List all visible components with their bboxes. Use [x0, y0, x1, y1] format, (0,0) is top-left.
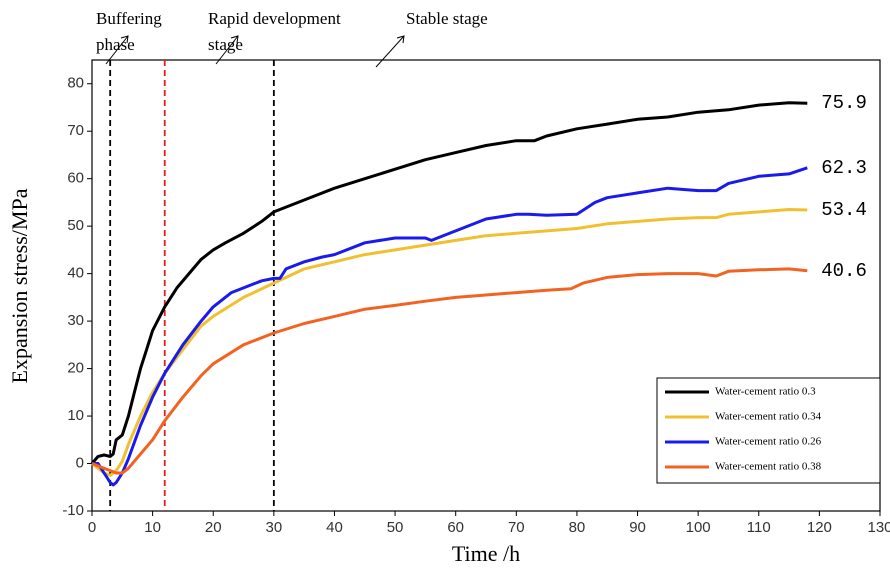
stage-annotation: Buffering	[96, 9, 162, 28]
y-tick-label: 0	[76, 454, 84, 471]
y-tick-label: 80	[67, 75, 84, 92]
x-tick-label: 40	[326, 519, 343, 536]
arrow	[215, 35, 239, 65]
series-line	[91, 208, 808, 477]
arrow	[105, 35, 129, 65]
series-line	[91, 267, 808, 475]
legend-label: Water-cement ratio 0.38	[715, 461, 822, 473]
y-tick-label: 30	[67, 312, 84, 329]
stage-annotation: phase	[96, 35, 135, 54]
x-tick-label: 80	[569, 519, 586, 536]
annotation-arrows	[105, 35, 405, 68]
end-label: 75.9	[821, 92, 867, 114]
series-line	[90, 101, 808, 465]
legend-label: Water-cement ratio 0.3	[715, 386, 816, 398]
x-axis-label: Time /h	[452, 541, 520, 566]
x-tick-label: 120	[807, 519, 832, 536]
end-label: 40.6	[821, 260, 867, 282]
stage-annotation: Stable stage	[406, 9, 488, 28]
stage-annotation: stage	[208, 35, 243, 54]
x-tick-label: 70	[508, 519, 525, 536]
x-tick-label: 30	[266, 519, 283, 536]
x-tick-label: 0	[88, 519, 96, 536]
y-tick-label: 40	[67, 265, 84, 282]
x-tick-label: 100	[686, 519, 711, 536]
arrow-head	[396, 35, 405, 44]
x-tick-label: 50	[387, 519, 404, 536]
x-tick-label: 60	[447, 519, 464, 536]
y-tick-label: 70	[67, 122, 84, 139]
series-line	[92, 166, 808, 487]
x-tick-label: 20	[205, 519, 222, 536]
y-axis-label: Expansion stress/MPa	[7, 188, 32, 383]
stage-annotation: Rapid development	[208, 9, 341, 28]
arrow	[375, 35, 405, 68]
x-tick-label: 110	[747, 519, 771, 536]
legend-label: Water-cement ratio 0.26	[715, 436, 822, 448]
x-tick-label: 10	[144, 519, 161, 536]
y-tick-label: -10	[62, 502, 84, 519]
y-tick-label: 50	[67, 217, 84, 234]
plot-frame	[91, 59, 881, 512]
y-tick-label: 10	[67, 407, 84, 424]
y-tick-label: 60	[67, 170, 84, 187]
y-tick-label: 20	[67, 360, 84, 377]
end-label: 62.3	[821, 157, 867, 179]
end-label: 53.4	[821, 199, 867, 221]
x-tick-label: 130	[867, 519, 890, 536]
arrow-head	[120, 35, 129, 44]
arrow-head	[230, 35, 239, 44]
x-tick-label: 90	[629, 519, 646, 536]
legend-label: Water-cement ratio 0.34	[715, 411, 822, 423]
